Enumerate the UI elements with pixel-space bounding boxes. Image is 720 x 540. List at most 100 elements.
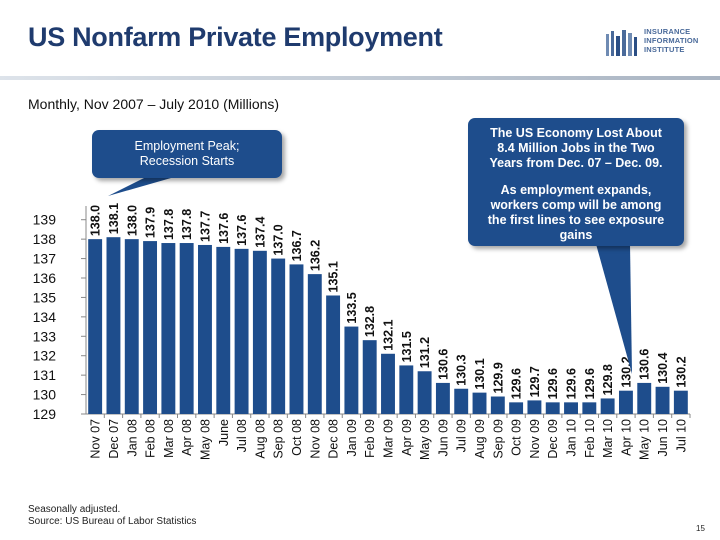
bar xyxy=(472,392,487,414)
bar-value-label: 138.0 xyxy=(89,205,103,236)
bar xyxy=(417,371,432,414)
bar xyxy=(435,382,450,414)
source-note-line: Source: US Bureau of Labor Statistics xyxy=(28,516,197,527)
x-category-label: Jun 10 xyxy=(656,419,670,457)
bar xyxy=(161,243,176,414)
bar-value-label: 129.9 xyxy=(491,362,505,393)
bar-value-label: 130.2 xyxy=(674,356,688,387)
x-category-label: Oct 09 xyxy=(510,419,524,456)
bar xyxy=(307,274,322,414)
bar xyxy=(234,248,249,414)
x-category-label: Dec 07 xyxy=(107,419,121,459)
x-category-label: Jan 08 xyxy=(125,419,139,457)
x-category-label: Jul 10 xyxy=(674,419,688,452)
page-number: 15 xyxy=(696,524,705,533)
y-tick-label: 137 xyxy=(33,251,57,267)
jobs-lost-line: Years from Dec. 07 – Dec. 09. xyxy=(489,156,663,170)
x-category-label: Feb 08 xyxy=(144,419,158,458)
bar xyxy=(344,326,359,414)
bar xyxy=(216,246,231,414)
y-tick-label: 132 xyxy=(33,348,57,364)
x-category-label: Nov 08 xyxy=(308,419,322,459)
bar-value-label: 137.7 xyxy=(198,211,212,242)
source-note-line: Seasonally adjusted. xyxy=(28,504,121,515)
x-category-label: June xyxy=(217,419,231,446)
x-category-label: Aug 08 xyxy=(253,419,267,459)
x-category-label: Apr 10 xyxy=(619,419,633,456)
bar-value-label: 137.8 xyxy=(162,209,176,240)
x-category-label: Jul 08 xyxy=(235,419,249,452)
bar xyxy=(454,388,469,414)
header-divider xyxy=(0,76,720,80)
y-tick-label: 133 xyxy=(33,328,57,344)
bar xyxy=(490,396,505,414)
jobs-lost-callout: The US Economy Lost About 8.4 Million Jo… xyxy=(468,118,684,246)
y-tick-label: 138 xyxy=(33,231,57,247)
bar-value-label: 129.6 xyxy=(510,368,524,399)
x-category-label: Oct 08 xyxy=(290,419,304,456)
bar xyxy=(106,237,121,414)
jobs-lost-line: The US Economy Lost About xyxy=(490,126,662,140)
y-tick-label: 131 xyxy=(33,367,57,383)
bar-value-label: 130.1 xyxy=(473,358,487,389)
bar-value-label: 135.1 xyxy=(327,261,341,292)
peak-callout-pointer xyxy=(108,176,178,196)
peak-callout-line: Employment Peak; xyxy=(134,139,240,153)
x-category-label: May 08 xyxy=(198,419,212,460)
page-title: US Nonfarm Private Employment xyxy=(28,22,443,52)
bar-value-label: 129.6 xyxy=(565,368,579,399)
peak-callout: Employment Peak; Recession Starts xyxy=(92,130,282,178)
bar xyxy=(179,243,194,414)
bar-value-label: 130.3 xyxy=(455,354,469,385)
bar-value-label: 131.5 xyxy=(400,331,414,362)
iii-logo-icon xyxy=(606,30,637,56)
x-category-label: Feb 09 xyxy=(363,419,377,458)
x-category-label: Mar 08 xyxy=(162,419,176,458)
x-category-label: Nov 09 xyxy=(528,419,542,459)
bar-value-label: 132.8 xyxy=(363,306,377,337)
bar xyxy=(399,365,414,414)
x-category-label: Nov 07 xyxy=(89,419,103,459)
x-category-label: Dec 08 xyxy=(327,419,341,459)
x-category-label: Dec 09 xyxy=(546,419,560,459)
bar-value-label: 129.8 xyxy=(601,364,615,395)
x-category-label: Mar 10 xyxy=(601,419,615,458)
bar-value-label: 136.7 xyxy=(290,230,304,261)
y-tick-label: 129 xyxy=(33,406,57,422)
exposure-line: As employment expands, xyxy=(500,183,652,197)
iii-logo: INSURANCE INFORMATION INSTITUTE xyxy=(604,24,714,64)
peak-callout-line: Recession Starts xyxy=(139,154,235,168)
source-note: Seasonally adjusted. Source: US Bureau o… xyxy=(28,504,196,528)
exposure-line: workers comp will be among xyxy=(490,198,662,212)
y-tick-label: 135 xyxy=(33,289,57,305)
bar-value-label: 137.9 xyxy=(144,207,158,238)
logo-line: INSTITUTE xyxy=(644,45,685,54)
bar xyxy=(271,258,286,414)
bar xyxy=(124,239,139,414)
jobs-lost-callout-pointer xyxy=(596,244,632,374)
x-category-label: Jan 09 xyxy=(345,419,359,457)
bar xyxy=(655,386,670,414)
logo-line: INSURANCE xyxy=(644,27,691,36)
x-category-label: Jan 10 xyxy=(565,419,579,457)
y-tick-label: 139 xyxy=(33,212,57,228)
y-tick-label: 134 xyxy=(33,309,57,325)
bar-value-label: 137.6 xyxy=(217,213,231,244)
bar-value-label: 129.6 xyxy=(546,368,560,399)
bar xyxy=(381,353,395,414)
x-category-label: Jun 09 xyxy=(436,419,450,457)
bar-value-label: 132.1 xyxy=(382,319,396,350)
bar-value-label: 130.6 xyxy=(436,349,450,380)
x-category-label: Mar 09 xyxy=(382,419,396,458)
jobs-lost-line: 8.4 Million Jobs in the Two xyxy=(497,141,655,155)
bar xyxy=(600,398,615,414)
x-category-label: Aug 09 xyxy=(473,419,487,459)
y-tick-label: 130 xyxy=(33,387,57,403)
x-category-label: Feb 10 xyxy=(583,419,597,458)
bar-value-label: 131.2 xyxy=(418,337,432,368)
x-category-label: May 10 xyxy=(638,419,652,460)
iii-logo-text: INSURANCE INFORMATION INSTITUTE xyxy=(644,27,699,54)
bar-value-label: 137.0 xyxy=(272,224,286,255)
bar xyxy=(362,340,377,414)
bar xyxy=(326,295,341,414)
